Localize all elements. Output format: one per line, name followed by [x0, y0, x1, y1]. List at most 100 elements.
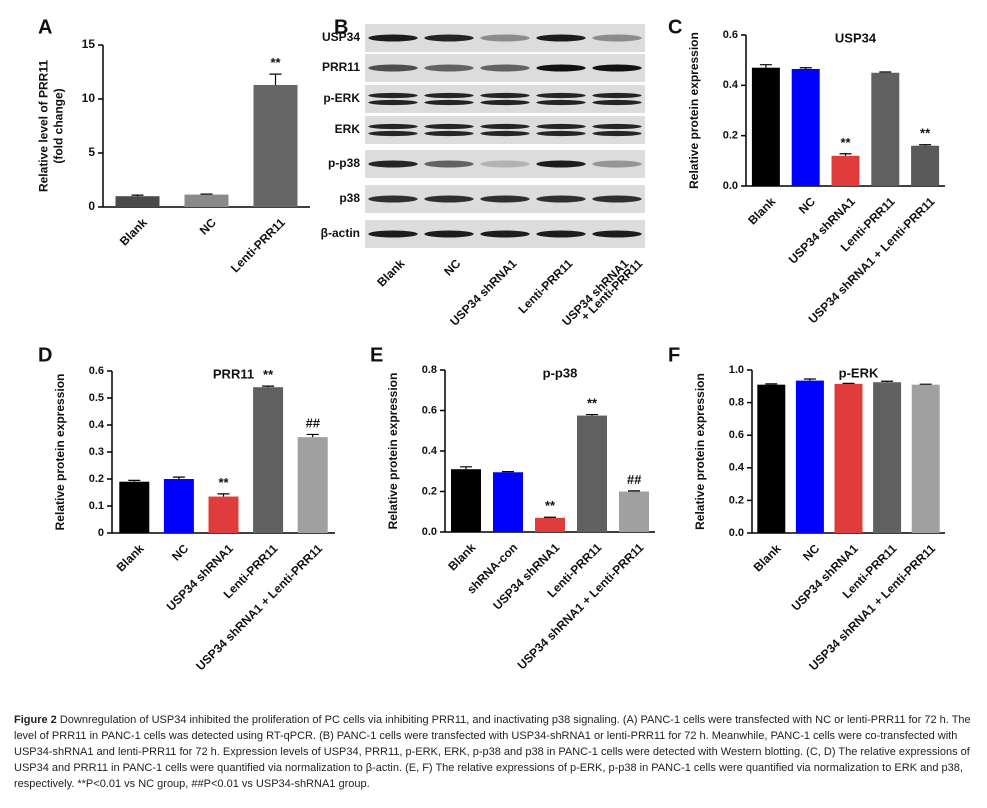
- y-tick-label: 0.0: [723, 180, 738, 192]
- panel-label: E: [370, 344, 383, 366]
- blot-band: [424, 34, 474, 42]
- blot-band: [368, 99, 418, 106]
- error-bar: [460, 466, 472, 470]
- error-bar: [262, 385, 275, 388]
- y-axis-label: Relative protein expression: [693, 373, 707, 530]
- significance: **: [263, 367, 274, 382]
- x-tick-label: Blank: [117, 215, 150, 248]
- blot-band: [592, 230, 642, 238]
- blot-band: [368, 92, 418, 99]
- blot-band: [480, 64, 530, 72]
- y-tick-label: 5: [88, 145, 95, 159]
- x-tick-label: Blank: [445, 540, 478, 573]
- bar: [911, 145, 940, 186]
- blot-band: [536, 195, 586, 203]
- error-bar: [269, 73, 282, 85]
- significance: **: [920, 126, 931, 141]
- blot-lane-label: Lenti-PRR11: [515, 256, 575, 316]
- blot-band: [536, 130, 586, 137]
- blot-band: [368, 64, 418, 72]
- blot-band: [480, 230, 530, 238]
- bar: [163, 479, 194, 533]
- significance: **: [587, 396, 598, 411]
- error-bar: [544, 516, 556, 518]
- y-axis-label: Relative level of PRR11: [37, 60, 51, 192]
- error-bar: [172, 476, 185, 479]
- error-bar: [799, 67, 812, 69]
- y-tick-label: 0.2: [723, 130, 738, 142]
- blot-band: [480, 99, 530, 106]
- error-bar: [803, 378, 816, 381]
- bar: [791, 68, 820, 186]
- blot-band: [536, 230, 586, 238]
- bar: [184, 194, 229, 207]
- blot-band: [536, 160, 586, 168]
- significance: **: [270, 55, 281, 70]
- y-axis-label: Relative protein expression: [53, 374, 67, 531]
- bar: [831, 155, 860, 186]
- blot-band: [592, 99, 642, 106]
- blot-band: [480, 34, 530, 42]
- significance: **: [218, 475, 229, 490]
- blot-band: [592, 34, 642, 42]
- blot-band: [368, 195, 418, 203]
- bar: [911, 384, 940, 533]
- bar: [115, 196, 160, 207]
- blot-band: [480, 195, 530, 203]
- error-bar: [881, 380, 894, 383]
- blot-row-label: ERK: [335, 122, 361, 136]
- error-bar: [628, 490, 640, 492]
- x-tick-label: NC: [800, 541, 822, 563]
- y-tick-label: 0: [88, 199, 95, 213]
- y-tick-label: 0.8: [422, 364, 437, 376]
- y-tick-label: 1.0: [729, 364, 744, 376]
- y-tick-label: 0.2: [422, 485, 437, 497]
- blot-band: [592, 130, 642, 137]
- blot-band: [592, 160, 642, 168]
- panel-label: A: [38, 16, 52, 38]
- error-bar: [759, 64, 772, 68]
- caption-label: Figure 2: [14, 714, 57, 726]
- blot-band: [368, 34, 418, 42]
- error-bar: [586, 413, 598, 416]
- error-bar: [131, 194, 144, 197]
- x-tick-label: NC: [197, 215, 219, 237]
- blot-band: [424, 64, 474, 72]
- y-tick-label: 0.6: [729, 429, 744, 441]
- bar: [619, 491, 649, 532]
- y-tick-label: 0: [98, 527, 104, 539]
- bar: [253, 84, 298, 207]
- bar: [119, 481, 150, 533]
- bar: [795, 380, 824, 533]
- blot-band: [592, 64, 642, 72]
- blot-strip: [365, 116, 645, 144]
- y-tick-label: 15: [82, 37, 96, 51]
- y-tick-label: 0.4: [723, 79, 739, 91]
- error-bar: [839, 153, 852, 156]
- blot-strip: [365, 85, 645, 113]
- chart-title: USP34: [835, 30, 877, 45]
- blot-row-label: PRR11: [322, 60, 360, 74]
- panel-label: D: [38, 344, 52, 366]
- chart-title: p-p38: [543, 365, 578, 380]
- error-bar: [128, 479, 141, 482]
- caption: Figure 2 Downregulation of USP34 inhibit…: [14, 712, 974, 792]
- blot-band: [536, 123, 586, 130]
- blot-band: [480, 160, 530, 168]
- chart-title: p-ERK: [839, 365, 879, 380]
- bar: [493, 472, 523, 532]
- y-tick-label: 0.3: [89, 446, 104, 458]
- panel-label: F: [668, 344, 680, 366]
- y-tick-label: 0.4: [89, 419, 105, 431]
- blot-band: [592, 92, 642, 99]
- blot-band: [536, 99, 586, 106]
- bar: [873, 382, 902, 533]
- bar: [751, 67, 780, 186]
- charts: A Relative level of PRR11 (fold change) 0 5 1…: [37, 16, 945, 673]
- y-tick-label: 0.1: [89, 500, 104, 512]
- y-tick-label: 0.5: [89, 392, 104, 404]
- x-tick-label: Blank: [114, 541, 147, 574]
- blot-band: [424, 195, 474, 203]
- blot-band: [368, 230, 418, 238]
